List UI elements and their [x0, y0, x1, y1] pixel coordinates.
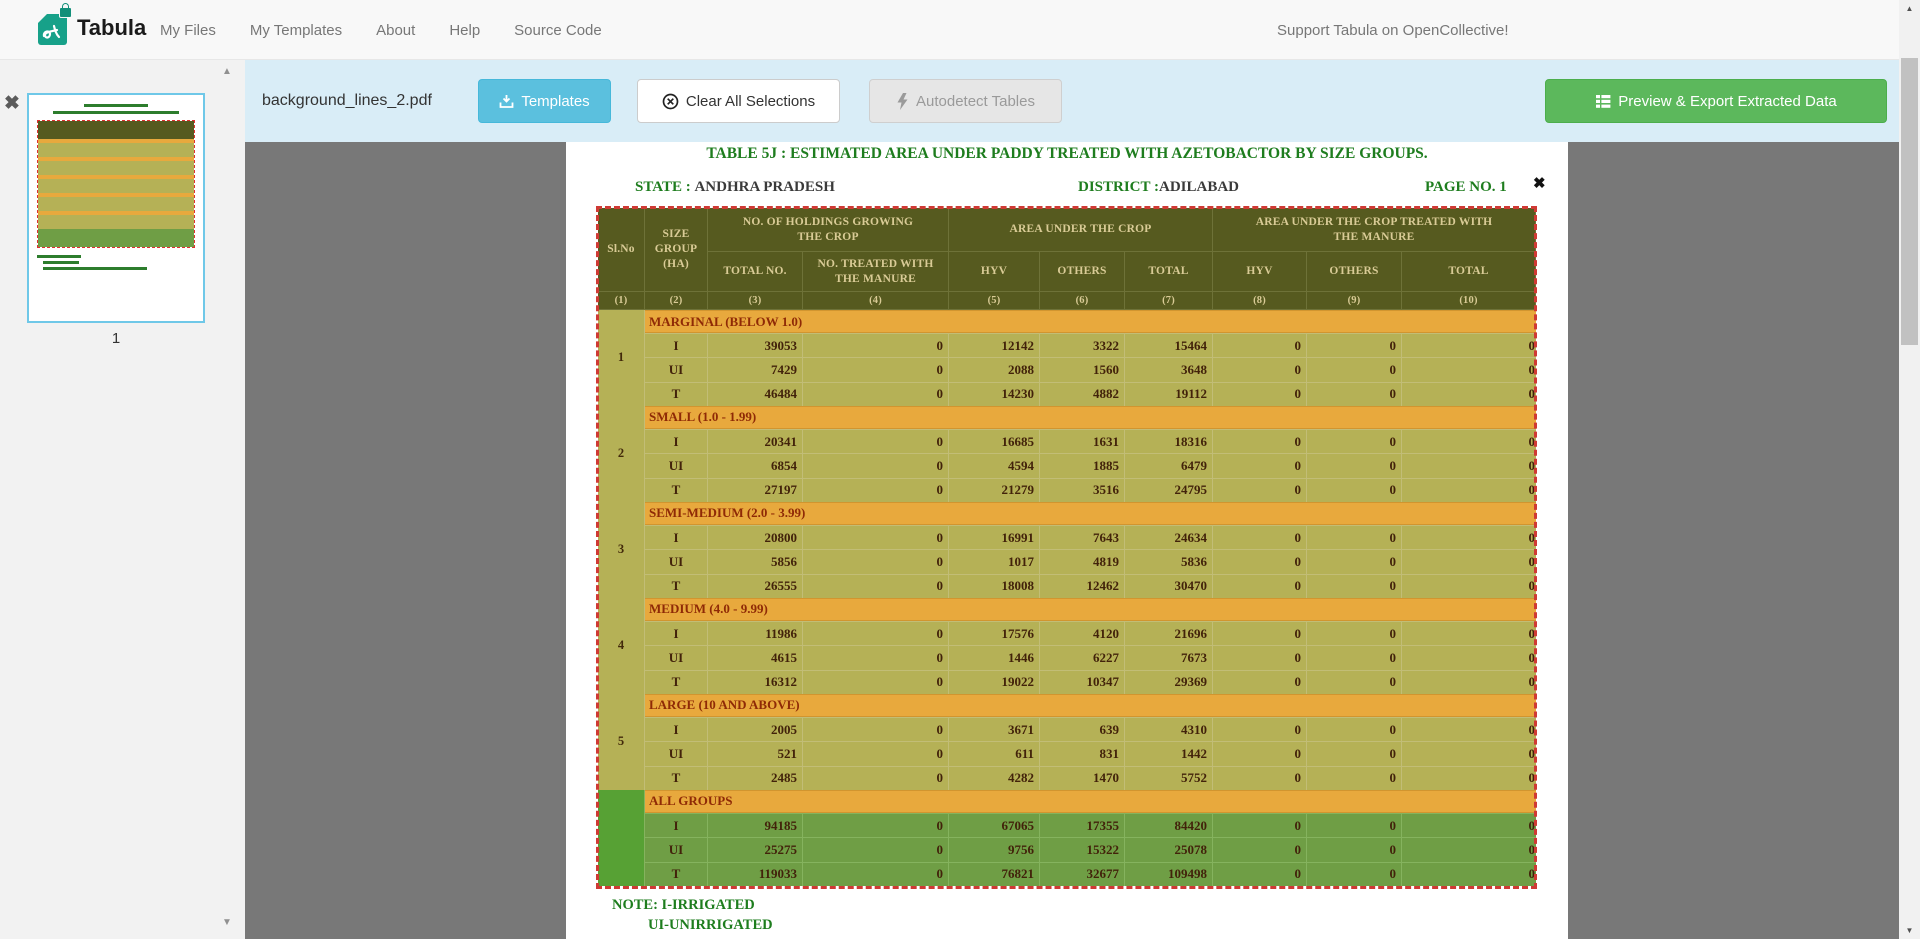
thumb-note-line: [43, 261, 79, 264]
selection-rectangle[interactable]: [596, 206, 1537, 889]
nav-about[interactable]: About: [359, 22, 432, 39]
thumb-note-line: [43, 267, 147, 270]
autodetect-tables-label: Autodetect Tables: [916, 93, 1035, 110]
toolbar: background_lines_2.pdf Templates Clear A…: [245, 60, 1899, 142]
templates-button[interactable]: Templates: [478, 79, 611, 123]
nav-my-templates[interactable]: My Templates: [233, 22, 359, 39]
filename-label: background_lines_2.pdf: [262, 60, 432, 142]
pdf-viewer: TABLE 5J : ESTIMATED AREA UNDER PADDY TR…: [245, 142, 1899, 939]
autodetect-tables-button[interactable]: Autodetect Tables: [869, 79, 1062, 123]
thumb-subtitle-line: [53, 111, 179, 114]
page-no-label: PAGE NO. 1: [1425, 179, 1507, 196]
pdf-page[interactable]: TABLE 5J : ESTIMATED AREA UNDER PADDY TR…: [566, 142, 1568, 939]
navbar: Tabula My Files My Templates About Help …: [0, 0, 1920, 60]
page-thumbnail[interactable]: [27, 93, 205, 323]
nav-help[interactable]: Help: [432, 22, 497, 39]
brand-title: Tabula: [77, 15, 146, 41]
sidebar-scroll-up-icon[interactable]: ▲: [222, 66, 232, 77]
note-line-1: NOTE: I-IRRIGATED: [612, 897, 755, 914]
remove-file-icon[interactable]: ✖: [4, 94, 20, 113]
clear-all-selections-button[interactable]: Clear All Selections: [637, 79, 840, 123]
clear-all-selections-label: Clear All Selections: [686, 93, 815, 110]
document-title: TABLE 5J : ESTIMATED AREA UNDER PADDY TR…: [566, 145, 1568, 163]
selection-close-icon[interactable]: ✖: [1533, 174, 1546, 192]
scroll-down-icon[interactable]: ▼: [1899, 922, 1920, 939]
save-icon: [499, 94, 514, 109]
support-link[interactable]: Support Tabula on OpenCollective!: [1277, 0, 1509, 60]
tabula-pdf-lock-logo-icon: [38, 14, 67, 45]
vertical-scrollbar[interactable]: ▲ ▼: [1899, 0, 1920, 939]
preview-export-label: Preview & Export Extracted Data: [1618, 93, 1836, 110]
sidebar-scroll-down-icon[interactable]: ▼: [222, 917, 232, 928]
thumb-mini-table: [37, 120, 195, 248]
main-nav: My Files My Templates About Help Source …: [143, 0, 619, 60]
scrollbar-thumb[interactable]: [1901, 58, 1918, 345]
nav-source-code[interactable]: Source Code: [497, 22, 619, 39]
thumb-title-line: [84, 104, 148, 107]
state-label: STATE : ANDHRA PRADESH: [635, 179, 835, 196]
lock-icon: [59, 7, 72, 18]
lightning-icon: [896, 93, 909, 110]
tabula-app: Tabula My Files My Templates About Help …: [0, 0, 1920, 939]
circle-x-icon: [662, 93, 679, 110]
district-label: DISTRICT :ADILABAD: [1078, 179, 1239, 196]
preview-export-button[interactable]: Preview & Export Extracted Data: [1545, 79, 1887, 123]
thumb-note-line: [37, 255, 81, 258]
nav-my-files[interactable]: My Files: [143, 22, 233, 39]
templates-label: Templates: [521, 93, 589, 110]
note-line-2: UI-UNIRRIGATED: [648, 917, 773, 934]
scroll-up-icon[interactable]: ▲: [1899, 0, 1920, 17]
table-list-icon: [1595, 94, 1611, 109]
page-number-label: 1: [27, 330, 205, 347]
thumbnail-sidebar: ▲ ✖ 1 ▼: [0, 60, 245, 939]
